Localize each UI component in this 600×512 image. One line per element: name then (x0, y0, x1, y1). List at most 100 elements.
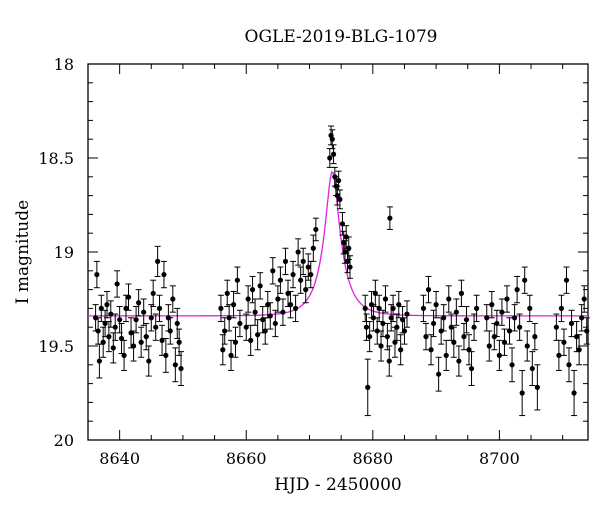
point-marker (576, 347, 582, 353)
point-marker (370, 315, 377, 321)
data-point (453, 298, 460, 326)
point-marker (282, 258, 289, 264)
point-marker (446, 296, 452, 302)
data-point (169, 285, 176, 313)
data-point (516, 313, 523, 341)
data-point (576, 334, 583, 366)
data-point (107, 300, 114, 328)
point-marker (486, 343, 492, 349)
point-marker (494, 320, 500, 327)
point-marker (298, 277, 304, 283)
data-point (468, 351, 475, 386)
y-tick-label: 18 (54, 55, 74, 74)
point-marker (178, 365, 184, 372)
point-marker (300, 258, 306, 264)
data-point (160, 260, 167, 289)
point-marker (561, 339, 567, 345)
point-marker (114, 281, 120, 287)
point-marker (456, 358, 462, 364)
point-marker (394, 324, 400, 330)
point-marker (174, 320, 180, 327)
point-marker (398, 347, 404, 353)
data-point (305, 253, 312, 281)
point-marker (425, 287, 432, 293)
data-point (93, 260, 100, 289)
point-marker (172, 362, 178, 368)
point-marker (362, 305, 368, 311)
point-marker (329, 136, 335, 142)
data-point (230, 290, 237, 319)
data-point (312, 217, 319, 242)
data-point (114, 270, 121, 298)
data-point (257, 272, 264, 300)
chart-title: OGLE-2019-BLG-1079 (245, 27, 438, 47)
point-marker (563, 277, 570, 283)
data-point (463, 306, 470, 334)
data-point (362, 294, 369, 323)
point-marker (529, 365, 535, 372)
point-marker (534, 384, 540, 390)
data-point (290, 260, 297, 289)
x-tick-label: 8680 (352, 449, 393, 468)
point-marker (156, 305, 163, 311)
data-point (376, 294, 383, 323)
data-point (560, 328, 567, 356)
point-marker (517, 324, 523, 330)
data-point (174, 307, 181, 339)
point-marker (558, 305, 565, 311)
point-marker (499, 309, 505, 315)
data-point (496, 339, 503, 371)
data-point (393, 313, 400, 341)
data-point (272, 309, 279, 338)
data-point (228, 339, 235, 371)
point-marker (433, 302, 439, 308)
data-point (274, 285, 281, 313)
point-marker (524, 343, 530, 349)
data-point (217, 294, 224, 323)
point-marker (232, 339, 239, 345)
data-point (493, 309, 500, 338)
x-axis-title: HJD - 2450000 (274, 475, 402, 495)
data-point (583, 317, 590, 345)
point-marker (376, 305, 382, 311)
point-marker (224, 290, 230, 296)
point-marker (123, 305, 129, 311)
point-marker (522, 277, 528, 283)
point-marker (506, 328, 513, 334)
data-point (249, 275, 256, 304)
point-marker (514, 287, 520, 293)
data-point (521, 266, 528, 294)
data-point (422, 322, 429, 351)
point-marker (342, 249, 348, 255)
point-marker (118, 335, 125, 342)
data-point (435, 356, 442, 392)
point-marker (313, 226, 319, 233)
point-marker (98, 305, 104, 311)
point-marker (226, 315, 232, 321)
data-point (401, 317, 408, 345)
point-marker (463, 317, 470, 323)
data-point (571, 369, 578, 417)
point-marker (249, 287, 256, 293)
point-marker (453, 309, 459, 315)
point-marker (428, 347, 434, 353)
point-marker (265, 302, 271, 308)
point-marker (150, 290, 156, 296)
point-marker (466, 347, 472, 353)
point-marker (110, 345, 116, 351)
point-marker (367, 334, 373, 340)
data-point (382, 285, 389, 313)
point-marker (365, 384, 371, 390)
point-marker (260, 317, 266, 323)
point-marker (125, 294, 132, 300)
model-curve (88, 170, 588, 317)
data-point (501, 328, 508, 356)
point-marker (270, 268, 276, 274)
data-point (138, 326, 145, 358)
point-marker (102, 320, 108, 327)
x-tick-label: 8640 (99, 449, 140, 468)
data-point (254, 319, 261, 351)
point-marker (222, 328, 228, 334)
point-marker (584, 328, 590, 334)
